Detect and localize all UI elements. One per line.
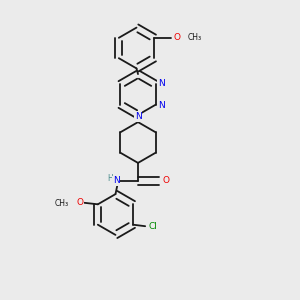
Text: N: N	[135, 112, 141, 121]
Text: Cl: Cl	[148, 222, 157, 231]
Text: O: O	[76, 198, 83, 207]
Text: N: N	[158, 79, 164, 88]
Text: O: O	[162, 176, 169, 185]
Text: O: O	[173, 33, 180, 42]
Text: CH₃: CH₃	[188, 33, 202, 42]
Text: CH₃: CH₃	[54, 199, 68, 208]
Text: H: H	[107, 174, 113, 183]
Text: N: N	[113, 176, 120, 185]
Text: N: N	[158, 101, 164, 110]
